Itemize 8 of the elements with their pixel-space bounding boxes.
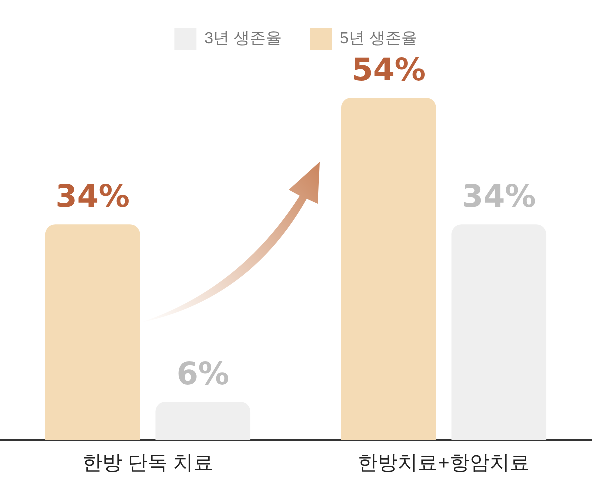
- legend-label: 3년 생존율: [204, 30, 282, 48]
- data-label: 34%: [56, 179, 130, 216]
- data-label: 6%: [176, 356, 230, 393]
- data-label: 54%: [352, 52, 426, 89]
- x-tick-label: 한방치료+항암치료: [358, 452, 530, 475]
- legend-label: 5년 생존율: [340, 30, 418, 48]
- x-tick-label: 한방 단독 치료: [82, 452, 214, 475]
- data-label: 34%: [462, 179, 536, 216]
